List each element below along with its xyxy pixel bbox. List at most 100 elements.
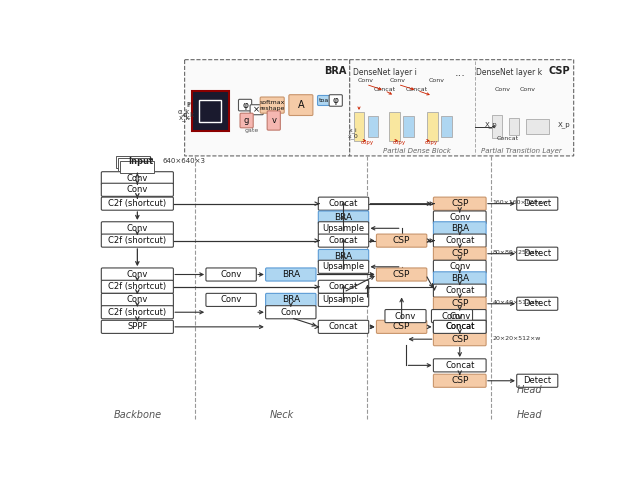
Text: Conv: Conv	[395, 312, 416, 321]
FancyBboxPatch shape	[206, 268, 256, 281]
Bar	[525, 119, 549, 134]
Text: copy: copy	[393, 140, 406, 144]
FancyBboxPatch shape	[184, 60, 349, 156]
Text: Conv: Conv	[429, 78, 445, 83]
FancyBboxPatch shape	[433, 247, 486, 260]
Bar	[492, 115, 502, 138]
Text: Concat: Concat	[445, 236, 474, 245]
Text: 80×80×256×w: 80×80×256×w	[492, 250, 540, 255]
FancyBboxPatch shape	[240, 113, 253, 128]
FancyBboxPatch shape	[101, 172, 173, 185]
Text: Head: Head	[516, 385, 542, 395]
FancyBboxPatch shape	[267, 111, 280, 130]
FancyBboxPatch shape	[101, 197, 173, 210]
Text: 640×640×3: 640×640×3	[162, 158, 205, 164]
Bar	[428, 112, 438, 141]
Bar	[389, 112, 400, 141]
Text: Concat: Concat	[445, 322, 474, 331]
Text: ...: ...	[454, 68, 465, 78]
FancyBboxPatch shape	[318, 280, 369, 293]
Text: ×: ×	[253, 105, 260, 114]
Text: r: r	[187, 102, 190, 108]
FancyBboxPatch shape	[318, 222, 369, 235]
Text: Conv: Conv	[127, 185, 148, 194]
FancyBboxPatch shape	[318, 293, 369, 306]
Text: CSP: CSP	[451, 335, 468, 344]
Text: CSP: CSP	[393, 270, 410, 279]
FancyBboxPatch shape	[318, 260, 369, 273]
Text: C2f (shortcut): C2f (shortcut)	[108, 236, 166, 245]
Text: 40×40×512×w: 40×40×512×w	[492, 301, 541, 305]
Text: Concat: Concat	[406, 87, 428, 92]
Bar	[353, 112, 364, 141]
Text: copy: copy	[424, 140, 438, 144]
Text: Partial Transition Layer: Partial Transition Layer	[481, 148, 562, 154]
Text: Neck: Neck	[269, 411, 294, 421]
FancyBboxPatch shape	[433, 260, 486, 273]
FancyBboxPatch shape	[433, 310, 486, 323]
Text: Conv: Conv	[449, 262, 470, 272]
Text: Backbone: Backbone	[113, 411, 161, 421]
FancyBboxPatch shape	[239, 99, 252, 111]
Text: toa: toa	[319, 98, 329, 103]
Text: Upsample: Upsample	[323, 262, 365, 272]
FancyBboxPatch shape	[318, 234, 369, 247]
Text: 160×160×128×w: 160×160×128×w	[492, 200, 548, 206]
Text: x_k: x_k	[179, 114, 190, 121]
Bar	[116, 156, 150, 168]
Text: C2f (shortcut): C2f (shortcut)	[108, 308, 166, 317]
Text: copy: copy	[361, 140, 374, 144]
Text: softmax
reshape: softmax reshape	[259, 100, 285, 110]
Text: F: F	[186, 102, 191, 108]
Text: BRA: BRA	[451, 224, 469, 233]
Text: φ: φ	[242, 100, 248, 109]
FancyBboxPatch shape	[260, 97, 284, 113]
Text: CSP: CSP	[451, 249, 468, 258]
Text: α_k: α_k	[178, 108, 190, 115]
Text: C2f (shortcut): C2f (shortcut)	[108, 199, 166, 208]
Text: DenseNet layer i: DenseNet layer i	[353, 68, 417, 77]
Text: v: v	[271, 116, 276, 125]
FancyBboxPatch shape	[516, 197, 558, 210]
FancyBboxPatch shape	[289, 95, 313, 116]
FancyBboxPatch shape	[101, 306, 173, 319]
Text: 20×20×512×w: 20×20×512×w	[492, 336, 541, 341]
Text: Conv: Conv	[127, 224, 148, 233]
Text: CSP: CSP	[549, 66, 571, 76]
FancyBboxPatch shape	[266, 306, 316, 319]
Text: Input: Input	[129, 157, 154, 166]
Text: Detect: Detect	[523, 299, 551, 308]
Text: Upsample: Upsample	[323, 224, 365, 233]
FancyBboxPatch shape	[101, 268, 173, 281]
Text: A: A	[298, 100, 304, 110]
Text: Conv: Conv	[494, 87, 510, 92]
Text: Concat: Concat	[374, 87, 396, 92]
FancyBboxPatch shape	[433, 359, 486, 372]
FancyBboxPatch shape	[329, 95, 342, 106]
FancyBboxPatch shape	[433, 297, 486, 310]
Text: φ: φ	[333, 96, 339, 105]
Bar	[191, 91, 229, 131]
FancyBboxPatch shape	[431, 310, 472, 323]
Text: BRA: BRA	[282, 270, 300, 279]
FancyBboxPatch shape	[318, 197, 369, 210]
Text: Conv: Conv	[127, 270, 148, 279]
Bar	[199, 100, 221, 122]
Text: C2f (shortcut): C2f (shortcut)	[108, 282, 166, 291]
FancyBboxPatch shape	[317, 96, 331, 106]
FancyBboxPatch shape	[101, 320, 173, 334]
FancyBboxPatch shape	[101, 222, 173, 235]
FancyBboxPatch shape	[376, 320, 427, 334]
FancyBboxPatch shape	[318, 211, 369, 224]
FancyBboxPatch shape	[433, 272, 486, 285]
Text: Concat: Concat	[329, 236, 358, 245]
FancyBboxPatch shape	[376, 234, 427, 247]
FancyBboxPatch shape	[433, 374, 486, 387]
Text: DenseNet layer k: DenseNet layer k	[476, 68, 541, 77]
Text: SPPF: SPPF	[127, 322, 148, 331]
FancyBboxPatch shape	[266, 293, 316, 306]
Text: Concat: Concat	[497, 136, 519, 141]
Text: Upsample: Upsample	[323, 295, 365, 304]
Text: Conv: Conv	[442, 312, 463, 321]
Text: X_p: X_p	[558, 122, 571, 129]
